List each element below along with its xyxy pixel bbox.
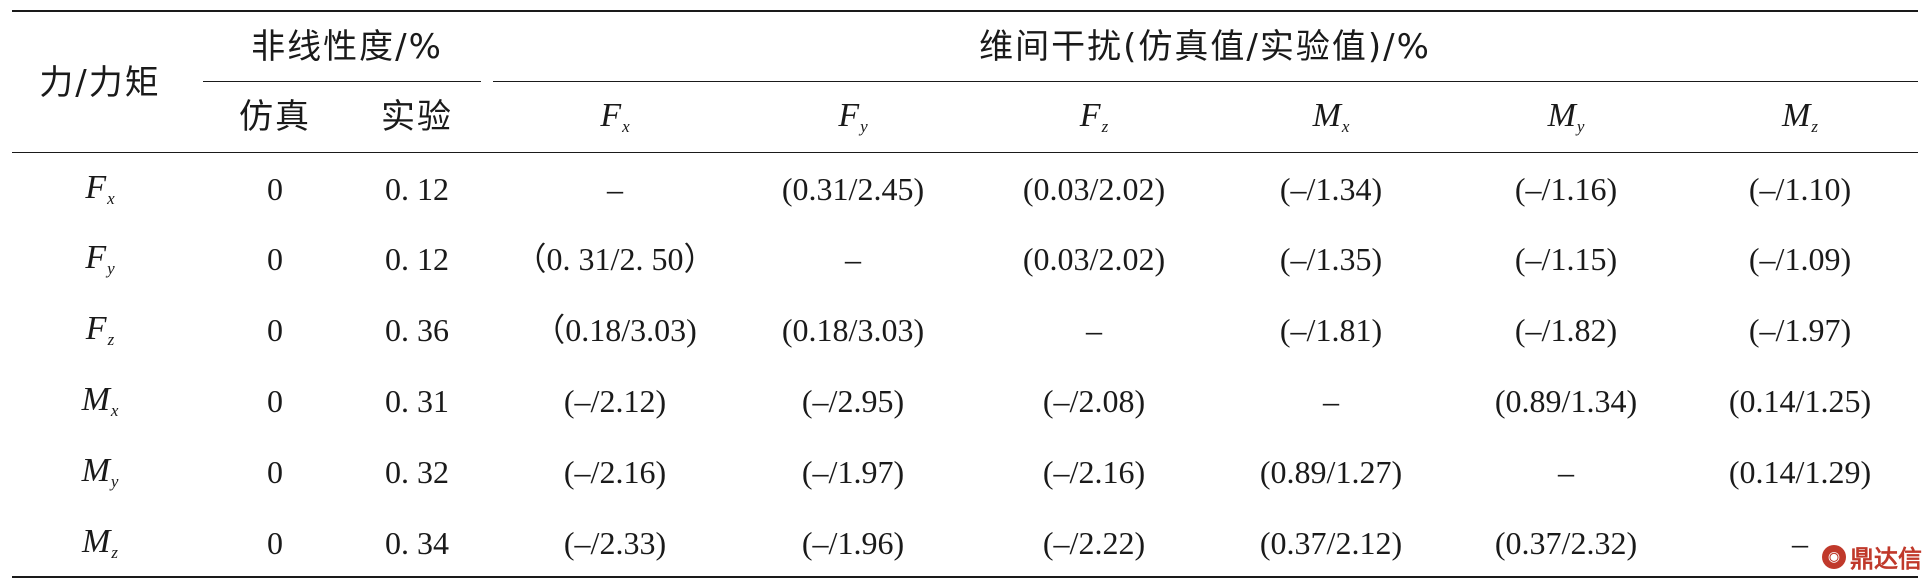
col-header-mz-letter: M [1782,97,1811,134]
row-fz-crosstalk-my: (–/1.82) [1514,312,1618,348]
table-top-rule [12,10,1918,12]
row-fx-crosstalk-mx: (–/1.34) [1279,171,1383,207]
row-fx-label-subscript: x [107,189,115,208]
col-header-my-letter: M [1547,97,1576,134]
row-my-label-letter: M [81,452,110,489]
crosstalk-header: 维间干扰(仿真值/实验值)/% [979,27,1431,67]
row-fz-crosstalk-mx: (–/1.81) [1279,312,1383,348]
row-fz-crosstalk-mz: (–/1.97) [1748,312,1852,348]
row-mx-crosstalk-fx: (–/2.12) [563,383,667,419]
row-fy-label: Fy [85,239,115,278]
col-header-mx-subscript: x [1341,117,1350,136]
row-fx-label: Fx [85,169,115,208]
col-header-my-subscript: y [1576,117,1585,136]
row-fz-label-letter: F [85,310,107,347]
row-fy-crosstalk-fx: （0. 31/2. 50） [514,241,716,277]
row-mz-sim-value: 0 [267,525,283,561]
row-mz-crosstalk-fy: (–/1.96) [801,525,905,561]
table-bottom-rule [12,576,1918,578]
row-fz-label-subscript: z [107,330,115,349]
row-mx-crosstalk-my: (0.89/1.34) [1494,383,1638,419]
row-fx-crosstalk-fz: (0.03/2.02) [1022,171,1166,207]
row-my-label: My [81,452,119,491]
row-fy-crosstalk-mz: (–/1.09) [1748,241,1852,277]
row-fz-label: Fz [85,310,115,349]
col-header-mz: Mz [1782,97,1818,136]
row-fx-crosstalk-my: (–/1.16) [1514,171,1618,207]
row-mz-crosstalk-my: (0.37/2.32) [1494,525,1638,561]
row-fx-exp-value: 0. 12 [385,171,449,207]
row-fx-crosstalk-fx: – [607,171,623,207]
row-my-crosstalk-fy: (–/1.97) [801,454,905,490]
row-fy-sim-value: 0 [267,241,283,277]
exp-header: 实验 [381,97,453,137]
row-mz-label: Mz [82,523,118,562]
row-mx-crosstalk-mz: (0.14/1.25) [1728,383,1872,419]
col-header-mx-letter: M [1312,97,1341,134]
row-fy-crosstalk-fz: (0.03/2.02) [1022,241,1166,277]
row-mz-label-subscript: z [111,543,118,562]
row-mx-crosstalk-mx: – [1323,383,1339,419]
row-fy-label-subscript: y [107,259,115,278]
row-fy-exp-value: 0. 12 [385,241,449,277]
row-mz-label-letter: M [82,523,111,560]
row-mx-exp-value: 0. 31 [385,383,449,419]
row-fx-crosstalk-mz: (–/1.10) [1748,171,1852,207]
row-mx-label: Mx [81,381,119,420]
rowhead-header: 力/力矩 [39,63,161,103]
row-mz-exp-value: 0. 34 [385,525,449,561]
nonlinearity-header-rule [203,81,481,82]
row-fy-crosstalk-mx: (–/1.35) [1279,241,1383,277]
row-my-crosstalk-fz: (–/2.16) [1042,454,1146,490]
row-my-crosstalk-mz: (0.14/1.29) [1728,454,1872,490]
row-fx-sim-value: 0 [267,171,283,207]
row-fy-crosstalk-my: (–/1.15) [1514,241,1618,277]
header-bottom-rule [12,152,1918,153]
nonlinearity-header: 非线性度/% [251,27,443,67]
row-fx-label-letter: F [85,169,107,206]
row-mz-crosstalk-mx: (0.37/2.12) [1259,525,1403,561]
row-mx-crosstalk-fy: (–/2.95) [801,383,905,419]
col-header-fz-letter: F [1079,97,1101,134]
row-fz-sim-value: 0 [267,312,283,348]
row-mz-crosstalk-fx: (–/2.33) [563,525,667,561]
row-fz-crosstalk-fy: (0.18/3.03) [781,312,925,348]
row-mz-crosstalk-fz: (–/2.22) [1042,525,1146,561]
row-fy-crosstalk-fy: – [845,241,861,277]
row-my-crosstalk-mx: (0.89/1.27) [1259,454,1403,490]
row-my-sim-value: 0 [267,454,283,490]
row-my-exp-value: 0. 32 [385,454,449,490]
col-header-my: My [1547,97,1585,136]
row-fz-exp-value: 0. 36 [385,312,449,348]
crosstalk-header-rule [493,81,1918,82]
sim-header: 仿真 [239,97,311,137]
row-fx-crosstalk-fy: (0.31/2.45) [781,171,925,207]
col-header-fy-letter: F [838,97,860,134]
row-fz-crosstalk-fz: – [1086,312,1102,348]
row-mx-label-letter: M [81,381,110,418]
col-header-mx: Mx [1312,97,1350,136]
row-my-crosstalk-fx: (–/2.16) [563,454,667,490]
col-header-fx-letter: F [600,97,622,134]
col-header-fz: Fz [1079,97,1109,136]
row-mz-crosstalk-mz: – [1792,525,1808,561]
row-my-label-subscript: y [110,472,119,491]
col-header-fx-subscript: x [622,117,630,136]
row-fz-crosstalk-fx: （0.18/3.03) [533,312,697,348]
col-header-fz-subscript: z [1101,117,1109,136]
col-header-fy-subscript: y [860,117,868,136]
row-mx-crosstalk-fz: (–/2.08) [1042,383,1146,419]
watermark-logo-icon: ◉ [1822,544,1846,569]
col-header-fx: Fx [600,97,630,136]
watermark-logo: ◉ 鼎达信 [1822,539,1922,574]
row-mx-label-subscript: x [110,401,119,420]
watermark-text: 鼎达信 [1850,545,1922,573]
col-header-fy: Fy [838,97,868,136]
row-mx-sim-value: 0 [267,383,283,419]
row-fy-label-letter: F [85,239,107,276]
col-header-mz-subscript: z [1811,117,1818,136]
row-my-crosstalk-my: – [1558,454,1574,490]
